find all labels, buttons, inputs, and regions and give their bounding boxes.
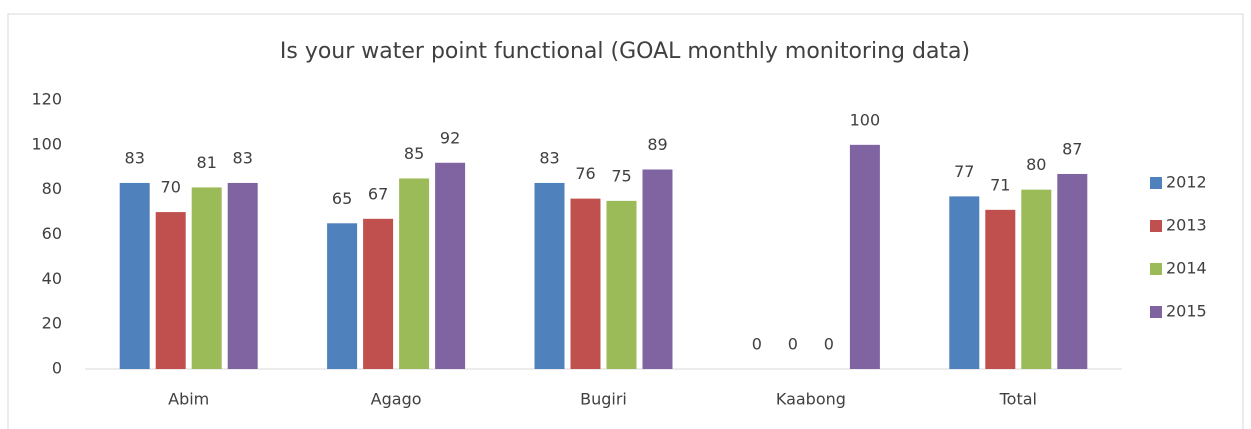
data-label: 89 <box>647 135 667 154</box>
bar <box>985 209 1016 369</box>
bar <box>227 182 258 369</box>
data-label: 0 <box>752 335 762 354</box>
data-label: 70 <box>161 178 181 197</box>
x-tick-label: Total <box>999 390 1037 409</box>
data-label: 80 <box>1026 155 1046 174</box>
bar <box>363 218 394 369</box>
legend-label: 2013 <box>1166 216 1207 235</box>
bar <box>949 196 980 369</box>
y-tick-label: 80 <box>42 179 62 198</box>
data-label: 83 <box>233 148 253 167</box>
bar <box>642 169 673 369</box>
x-tick-label: Abim <box>168 390 209 409</box>
y-tick-label: 20 <box>42 314 62 333</box>
data-label: 0 <box>788 335 798 354</box>
data-label: 100 <box>850 110 881 129</box>
data-label: 92 <box>440 128 460 147</box>
y-tick-label: 120 <box>31 90 62 109</box>
y-tick-label: 40 <box>42 269 62 288</box>
data-label: 87 <box>1062 139 1082 158</box>
data-label: 0 <box>824 335 834 354</box>
legend-swatch <box>1150 177 1162 189</box>
data-label: 67 <box>368 184 388 203</box>
legend-swatch <box>1150 220 1162 232</box>
chart-title: Is your water point functional (GOAL mon… <box>280 39 970 64</box>
data-label: 77 <box>954 162 974 181</box>
bar <box>849 144 880 369</box>
bar <box>1021 189 1052 369</box>
data-label: 81 <box>197 153 217 172</box>
y-tick-label: 100 <box>31 134 62 153</box>
data-label: 76 <box>575 164 595 183</box>
x-tick-label: Kaabong <box>776 390 846 409</box>
legend-label: 2012 <box>1166 173 1207 192</box>
bar <box>570 198 601 369</box>
data-label: 65 <box>332 189 352 208</box>
bar <box>435 162 466 369</box>
x-tick-label: Bugiri <box>580 390 627 409</box>
y-tick-label: 0 <box>52 359 62 378</box>
legend-swatch <box>1150 306 1162 318</box>
bar <box>191 187 222 369</box>
bar <box>119 182 150 369</box>
bar <box>534 182 565 369</box>
legend-swatch <box>1150 263 1162 275</box>
bar <box>327 223 358 369</box>
data-label: 83 <box>125 148 145 167</box>
y-tick-label: 60 <box>42 224 62 243</box>
legend-label: 2015 <box>1166 302 1207 321</box>
bar <box>1057 173 1088 369</box>
x-tick-label: Agago <box>371 390 422 409</box>
data-label: 85 <box>404 144 424 163</box>
bar <box>399 178 430 369</box>
bar <box>155 212 186 369</box>
data-label: 75 <box>611 166 631 185</box>
data-label: 83 <box>539 148 559 167</box>
bar <box>606 200 637 369</box>
legend-label: 2014 <box>1166 259 1207 278</box>
data-label: 71 <box>990 175 1010 194</box>
